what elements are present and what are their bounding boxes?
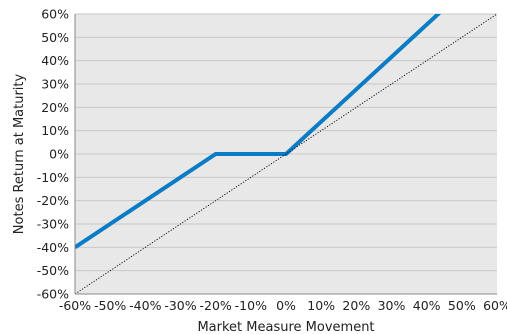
x-tick-label: 30% <box>378 298 406 313</box>
y-tick-label: -20% <box>37 193 69 208</box>
x-tick-label: -30% <box>164 298 196 313</box>
x-tick-label: -10% <box>235 298 267 313</box>
y-tick-labels: 60% 50% 40% 30% 20% 10% 0% -10% -20% -30% -40% -50%… <box>37 7 69 302</box>
x-tick-label: -40% <box>129 298 161 313</box>
y-tick-label: -50% <box>37 263 69 278</box>
x-tick-label: -60% <box>59 298 91 313</box>
series-line-reference <box>75 14 497 294</box>
x-tick-label: 60% <box>483 298 507 313</box>
y-tick-label: -60% <box>37 287 69 302</box>
x-tick-label: 40% <box>413 298 441 313</box>
y-tick-label: -30% <box>37 217 69 232</box>
y-tick-label: 30% <box>41 77 69 92</box>
y-tick-label: -10% <box>37 170 69 185</box>
y-tick-label: 10% <box>41 123 69 138</box>
y-tick-label: 40% <box>41 53 69 68</box>
x-tick-label: -20% <box>200 298 232 313</box>
y-tick-label: 0% <box>49 147 69 162</box>
x-tick-label: -50% <box>94 298 126 313</box>
y-tick-label: -40% <box>37 240 69 255</box>
series-line-payoff <box>75 14 442 249</box>
x-tick-label: 10% <box>307 298 335 313</box>
x-tick-label: 20% <box>342 298 370 313</box>
y-tick-label: 60% <box>41 7 69 22</box>
y-axis-title: Notes Return at Maturity <box>12 73 27 234</box>
x-tick-label: 0% <box>276 298 296 313</box>
x-tick-labels: -60% -50% -40% -30% -20% -10% 0% 10% 20% 30% 40% 50… <box>59 298 507 313</box>
y-tick-label: 50% <box>41 30 69 45</box>
x-axis-title: Market Measure Movement <box>197 320 374 334</box>
y-tick-label: 20% <box>41 100 69 115</box>
series-layer <box>75 14 497 294</box>
x-tick-label: 50% <box>448 298 476 313</box>
